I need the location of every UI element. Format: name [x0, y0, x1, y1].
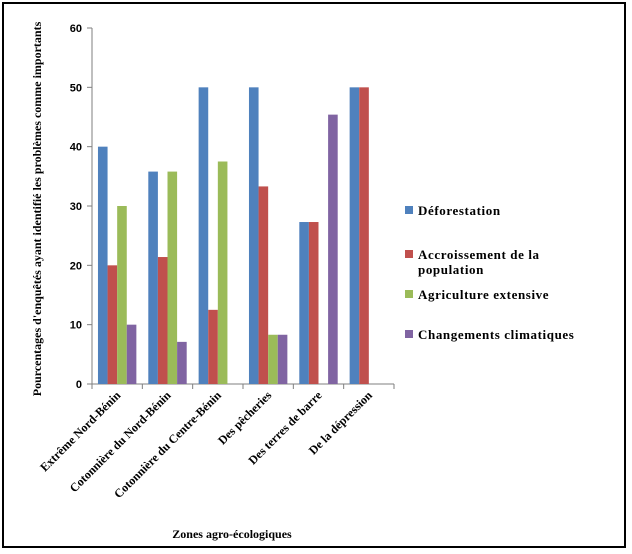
- bar: [117, 206, 127, 384]
- bar: [217, 161, 228, 384]
- bar: [107, 265, 118, 384]
- bar: [299, 222, 309, 384]
- y-tick-label: 10: [70, 320, 82, 332]
- y-axis-title: Pourcentages d'enquêtés ayant identifié …: [30, 21, 44, 396]
- legend-label: Accroissement de la population: [418, 247, 540, 277]
- bar: [359, 87, 369, 384]
- legend-label: Changements climatiques: [418, 327, 574, 342]
- bar: [268, 334, 278, 384]
- bar: [328, 114, 338, 385]
- chart-frame: 0 10 20 30 40 50 60 Extrême Nord-Bénin Cotonniè…: [2, 2, 626, 548]
- legend: Déforestation Accroissement de la populati…: [405, 203, 574, 342]
- bar: [208, 309, 218, 384]
- bar: [126, 324, 137, 384]
- bar: [198, 87, 209, 384]
- legend-swatch: [405, 330, 413, 338]
- bar: [349, 87, 360, 384]
- x-tick-label: Extrême Nord-Bénin: [37, 388, 123, 474]
- bars: [97, 87, 369, 385]
- legend-label: Déforestation: [418, 203, 501, 218]
- y-tick-label: 20: [70, 260, 82, 272]
- legend-label: Agriculture extensive: [418, 287, 549, 302]
- bar: [258, 186, 269, 384]
- x-tick-label: Cotonnière du Nord-Bénin: [67, 388, 174, 495]
- y-tick-label: 30: [70, 201, 82, 213]
- y-tick-labels: 0 10 20 30 40 50 60: [70, 23, 82, 391]
- bar: [97, 146, 108, 384]
- legend-swatch: [405, 290, 413, 298]
- bar: [148, 171, 158, 384]
- y-tick-label: 40: [70, 142, 82, 154]
- bar: [167, 171, 178, 384]
- legend-swatch: [405, 206, 413, 214]
- bar: [277, 334, 288, 384]
- axes: [87, 27, 395, 389]
- bar: [248, 87, 259, 384]
- y-tick-label: 50: [70, 82, 82, 94]
- x-axis-title: Zones agro-écologiques: [172, 527, 292, 541]
- y-tick-label: 60: [70, 23, 82, 35]
- x-tick-label: Cotonnière du Centre-Bénin: [111, 388, 224, 501]
- bar: [157, 257, 168, 384]
- legend-swatch: [405, 250, 413, 258]
- bar: [177, 341, 187, 384]
- bar: [308, 222, 319, 384]
- bar-chart: 0 10 20 30 40 50 60 Extrême Nord-BéninCotonniè…: [30, 21, 574, 541]
- y-tick-label: 0: [76, 379, 82, 391]
